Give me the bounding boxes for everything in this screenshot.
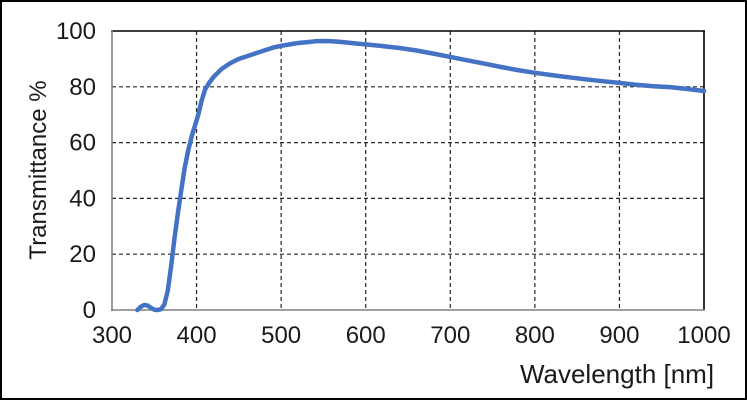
y-tick-label: 80: [69, 74, 96, 101]
y-tick-label: 0: [83, 297, 96, 324]
y-tick-label: 100: [56, 18, 96, 45]
gridlines: [112, 31, 704, 310]
axes: [111, 30, 705, 311]
x-axis-title: Wavelength [nm]: [520, 359, 714, 389]
x-tick-label: 600: [346, 322, 386, 349]
x-tick-label: 1000: [677, 322, 730, 349]
tick-labels: 0 20 40 60 80 100 300 400 500 600 700 800 900 1000: [56, 18, 731, 349]
x-tick-label: 400: [177, 322, 217, 349]
x-tick-label: 900: [599, 322, 639, 349]
y-tick-label: 60: [69, 130, 96, 157]
y-axis-title: Transmittance %: [25, 80, 52, 259]
x-tick-label: 800: [515, 322, 555, 349]
y-tick-label: 40: [69, 185, 96, 212]
x-tick-label: 700: [430, 322, 470, 349]
x-tick-label: 500: [261, 322, 301, 349]
transmittance-curve: [135, 38, 707, 313]
x-tick-label: 300: [92, 322, 132, 349]
y-tick-label: 20: [69, 241, 96, 268]
